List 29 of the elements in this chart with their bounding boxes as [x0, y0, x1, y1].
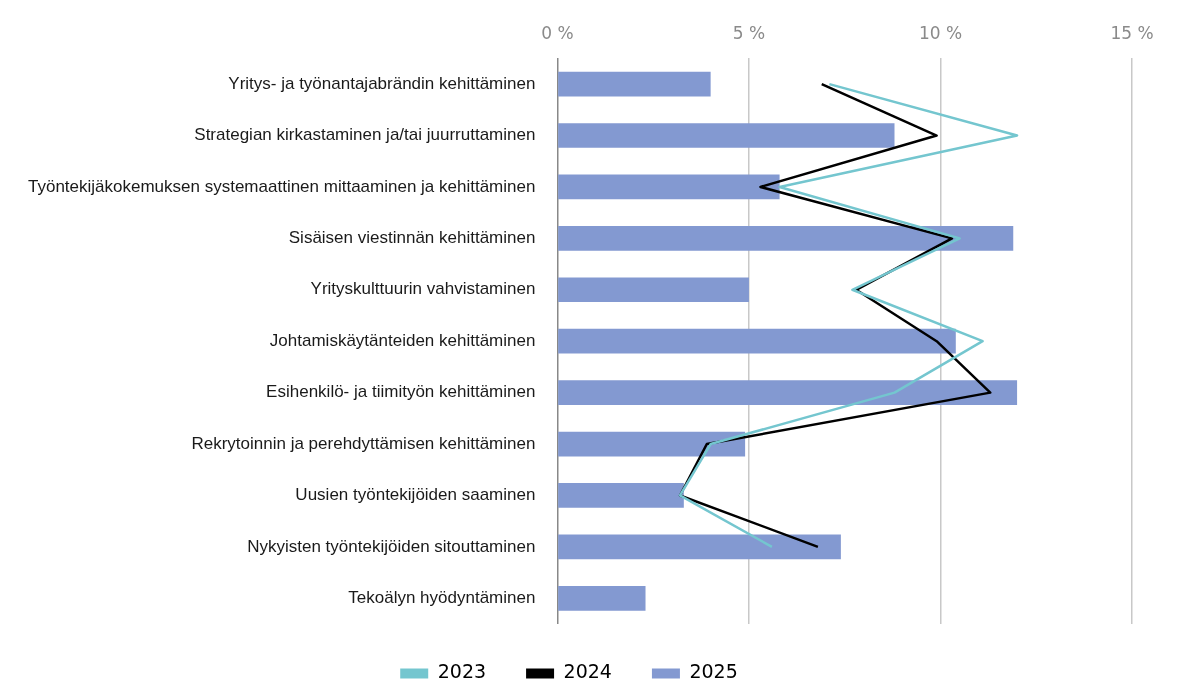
y-tick-label: Yritys- ja työnantajabrändin kehittäminen — [228, 73, 536, 93]
x-tick-label: 10 % — [918, 22, 963, 43]
y-tick-label: Nykyisten työntekijöiden sitouttaminen — [247, 536, 536, 556]
bar — [558, 174, 780, 200]
bar — [558, 123, 895, 148]
y-tick-label: Tekoälyn hyödyntäminen — [348, 587, 536, 607]
bar — [558, 585, 646, 611]
legend-label: 2023 — [437, 660, 487, 683]
bar — [558, 380, 1018, 405]
legend-label: 2024 — [563, 660, 612, 683]
legend-label: 2025 — [689, 660, 738, 683]
bar — [558, 483, 684, 508]
y-tick-label: Johtamiskäytänteiden kehittäminen — [269, 330, 536, 350]
y-tick-label: Rekrytoinnin ja perehdyttämisen kehittäminen — [191, 433, 536, 453]
bar — [558, 277, 749, 303]
bar — [558, 534, 841, 560]
bar — [558, 328, 956, 354]
x-tick-label: 5 % — [732, 22, 766, 43]
y-tick-label: Sisäisen viestinnän kehittäminen — [288, 228, 536, 248]
x-tick-label: 0 % — [541, 22, 574, 43]
y-tick-label: Työntekijäkokemuksen systemaattinen mittaaminen ja kehittäminen — [28, 176, 536, 196]
y-tick-label: Uusien työntekijöiden saaminen — [295, 485, 536, 505]
y-tick-label: Yrityskulttuurin vahvistaminen — [310, 279, 536, 299]
y-tick-label: Strategian kirkastaminen ja/tai juurruttaminen — [194, 125, 536, 145]
x-tick-label: 15 % — [1110, 22, 1154, 43]
bar — [558, 71, 711, 97]
y-tick-label: Esihenkilö- ja tiimityön kehittäminen — [266, 382, 536, 402]
bar — [558, 226, 1014, 251]
bar — [558, 431, 746, 457]
